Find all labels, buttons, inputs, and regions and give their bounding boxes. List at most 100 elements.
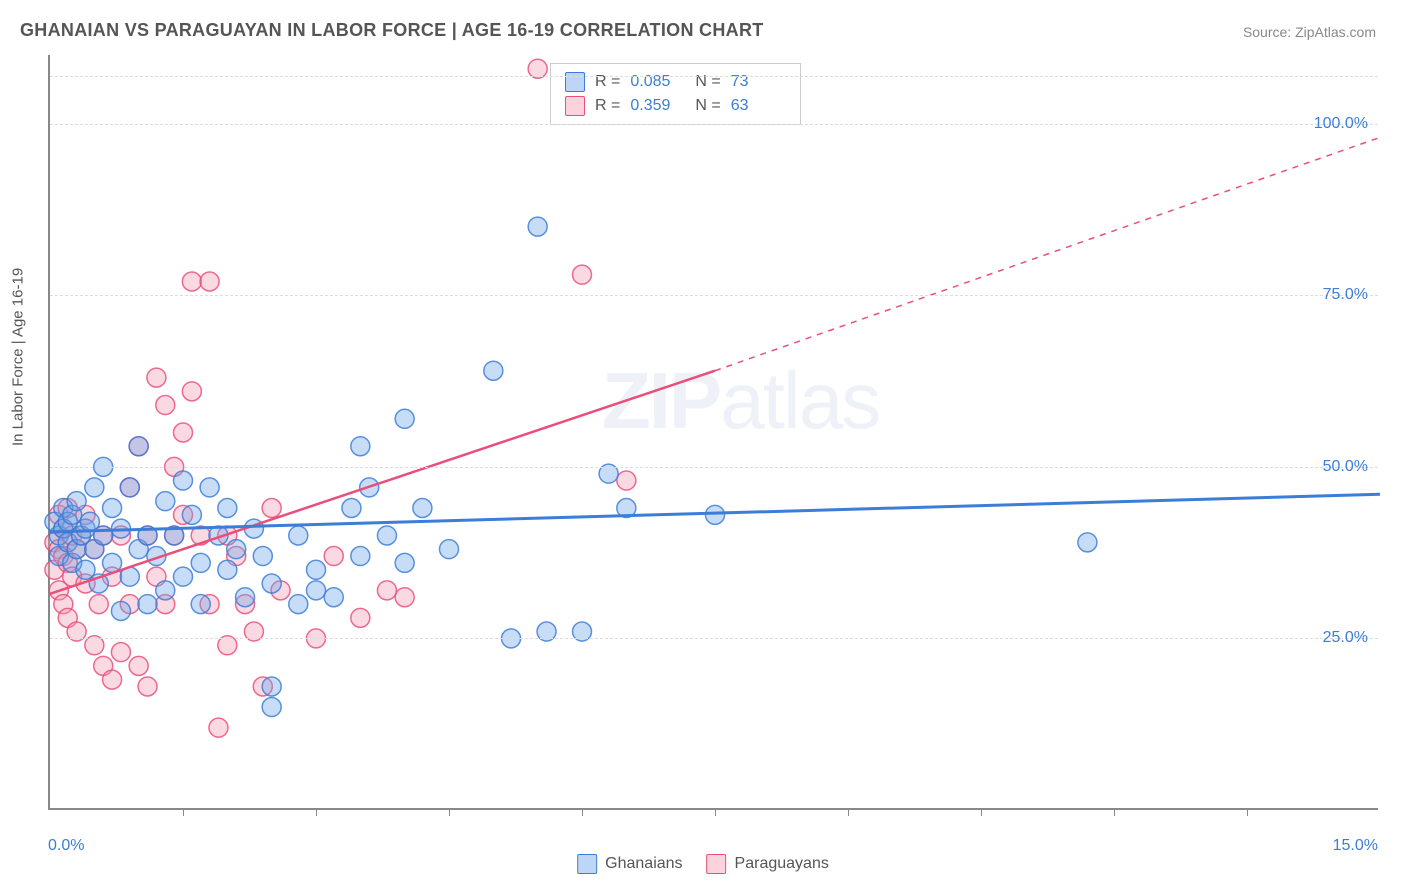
scatter-point: [289, 526, 308, 545]
plot-area: ZIPatlas R =0.085N =73R =0.359N =63 25.0…: [48, 55, 1378, 810]
scatter-point: [218, 560, 237, 579]
x-axis-min-label: 0.0%: [48, 837, 84, 855]
scatter-point: [528, 217, 547, 236]
scatter-point: [289, 595, 308, 614]
scatter-point: [377, 526, 396, 545]
y-axis-title: In Labor Force | Age 16-19: [10, 268, 27, 446]
gridline: [50, 295, 1378, 296]
scatter-point: [174, 567, 193, 586]
scatter-point: [351, 437, 370, 456]
plot-svg: [50, 55, 1378, 808]
x-tick: [715, 808, 716, 816]
x-tick: [1114, 808, 1115, 816]
x-axis-max-label: 15.0%: [1333, 837, 1378, 855]
scatter-point: [174, 471, 193, 490]
scatter-point: [351, 547, 370, 566]
x-tick: [449, 808, 450, 816]
legend-label: Paraguayans: [735, 855, 829, 873]
scatter-point: [67, 492, 86, 511]
scatter-point: [395, 588, 414, 607]
stats-swatch: [565, 96, 585, 116]
legend: Ghanaians Paraguayans: [577, 854, 829, 874]
scatter-point: [138, 677, 157, 696]
scatter-point: [129, 437, 148, 456]
scatter-point: [377, 581, 396, 600]
legend-swatch: [577, 854, 597, 874]
legend-swatch: [707, 854, 727, 874]
x-tick: [981, 808, 982, 816]
gridline: [50, 638, 1378, 639]
scatter-point: [182, 505, 201, 524]
scatter-point: [395, 553, 414, 572]
x-tick: [848, 808, 849, 816]
scatter-point: [440, 540, 459, 559]
scatter-point: [182, 382, 201, 401]
scatter-point: [200, 478, 219, 497]
scatter-point: [262, 499, 281, 518]
y-tick-label: 25.0%: [1323, 629, 1368, 647]
scatter-point: [395, 409, 414, 428]
gridline: [50, 76, 1378, 77]
scatter-point: [209, 718, 228, 737]
scatter-point: [573, 265, 592, 284]
legend-item: Paraguayans: [707, 854, 829, 874]
source-attribution: Source: ZipAtlas.com: [1243, 24, 1376, 40]
scatter-point: [156, 581, 175, 600]
scatter-point: [706, 505, 725, 524]
y-tick-label: 75.0%: [1323, 286, 1368, 304]
scatter-point: [262, 574, 281, 593]
scatter-point: [103, 670, 122, 689]
scatter-point: [138, 595, 157, 614]
scatter-point: [227, 540, 246, 559]
scatter-point: [342, 499, 361, 518]
x-tick: [183, 808, 184, 816]
stats-box: R =0.085N =73R =0.359N =63: [550, 63, 801, 125]
scatter-point: [262, 677, 281, 696]
scatter-point: [1078, 533, 1097, 552]
gridline: [50, 124, 1378, 125]
chart-title: GHANAIAN VS PARAGUAYAN IN LABOR FORCE | …: [20, 20, 764, 41]
x-tick: [1247, 808, 1248, 816]
scatter-point: [156, 396, 175, 415]
scatter-point: [111, 643, 130, 662]
x-tick: [582, 808, 583, 816]
legend-item: Ghanaians: [577, 854, 682, 874]
trend-line: [715, 137, 1380, 370]
trend-line: [50, 371, 715, 594]
y-tick-label: 50.0%: [1323, 458, 1368, 476]
scatter-point: [324, 547, 343, 566]
scatter-point: [413, 499, 432, 518]
scatter-point: [200, 272, 219, 291]
stats-r-label: R =: [595, 97, 620, 115]
y-tick-label: 100.0%: [1314, 115, 1368, 133]
scatter-point: [617, 471, 636, 490]
trend-line: [50, 494, 1380, 532]
gridline: [50, 467, 1378, 468]
scatter-point: [103, 499, 122, 518]
scatter-point: [111, 601, 130, 620]
scatter-point: [218, 499, 237, 518]
legend-label: Ghanaians: [605, 855, 682, 873]
scatter-point: [120, 478, 139, 497]
scatter-point: [236, 588, 255, 607]
scatter-point: [307, 581, 326, 600]
scatter-point: [262, 698, 281, 717]
scatter-point: [191, 595, 210, 614]
scatter-point: [94, 526, 113, 545]
scatter-point: [156, 492, 175, 511]
scatter-point: [147, 368, 166, 387]
stats-n-value: 63: [731, 97, 786, 115]
x-tick: [316, 808, 317, 816]
stats-row: R =0.359N =63: [565, 94, 786, 118]
scatter-point: [307, 560, 326, 579]
scatter-point: [174, 423, 193, 442]
scatter-point: [129, 656, 148, 675]
scatter-point: [191, 553, 210, 572]
scatter-point: [484, 361, 503, 380]
scatter-point: [253, 547, 272, 566]
scatter-point: [89, 595, 108, 614]
scatter-point: [324, 588, 343, 607]
scatter-point: [351, 608, 370, 627]
stats-r-value: 0.359: [630, 97, 685, 115]
scatter-point: [85, 478, 104, 497]
